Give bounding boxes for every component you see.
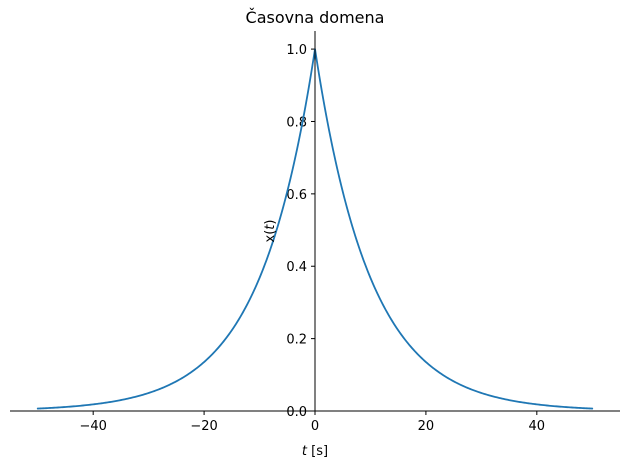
- x-tick-label: −20: [190, 419, 217, 434]
- x-tick-label: −40: [79, 419, 106, 434]
- y-axis-label: x(t): [263, 220, 278, 243]
- y-ticks: 0.00.20.40.60.81.0: [286, 43, 315, 420]
- x-axis-label-unit: [s]: [311, 444, 328, 459]
- y-tick-label: 0.0: [286, 405, 307, 420]
- y-axis-label-var: t: [263, 224, 278, 230]
- x-tick-label: 20: [418, 419, 435, 434]
- y-tick-label: 0.2: [286, 333, 307, 348]
- y-tick-label: 1.0: [286, 43, 307, 58]
- x-axis-label: t [s]: [302, 444, 328, 459]
- y-tick-label: 0.6: [286, 188, 307, 203]
- y-axis-label-prefix: x(: [263, 230, 278, 243]
- chart-title: Časovna domena: [246, 8, 385, 27]
- x-axis-label-var: t: [302, 444, 308, 459]
- x-ticks: −40 −20 0 20 40: [79, 411, 545, 434]
- x-tick-label: 0: [311, 419, 319, 434]
- y-tick-label: 0.4: [286, 260, 307, 275]
- y-axis-label-suffix: ): [263, 220, 278, 225]
- x-tick-label: 40: [529, 419, 546, 434]
